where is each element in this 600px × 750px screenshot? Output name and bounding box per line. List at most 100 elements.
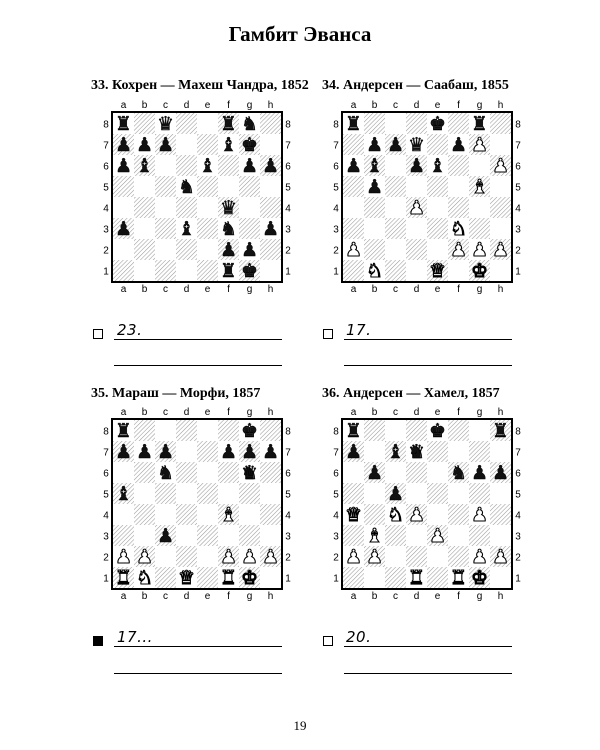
chess-diagram-35: a a b b c c d d e e f f g g h h 8 8 7 7 6 6 5 5 4 4 3 3 2 2 1 1 ♜ ♚ ♟ ♟ ♟ ♟ ♟ ♞…	[100, 407, 294, 605]
light-square	[406, 260, 427, 281]
dark-square	[427, 134, 448, 155]
light-square	[134, 134, 155, 155]
white-pawn-icon: ♟	[408, 504, 425, 526]
light-square	[448, 176, 469, 197]
dark-square	[176, 462, 197, 483]
rank-label: 7	[515, 141, 521, 152]
rank-label: 6	[515, 162, 521, 173]
dark-square	[448, 420, 469, 441]
rank-label: 5	[285, 183, 291, 194]
dark-square	[343, 134, 364, 155]
black-pawn-icon: ♟	[366, 462, 383, 484]
file-label: f	[457, 591, 460, 602]
file-label: c	[163, 284, 168, 295]
light-square	[134, 567, 155, 588]
white-rook-icon: ♜	[408, 567, 425, 589]
black-pawn-icon: ♟	[157, 134, 174, 156]
black-queen-icon: ♛	[408, 134, 425, 156]
rank-label: 1	[333, 574, 339, 585]
black-bishop-icon: ♝	[429, 155, 446, 177]
light-square	[218, 441, 239, 462]
file-label: h	[268, 284, 274, 295]
light-square	[197, 239, 218, 260]
black-knight-icon: ♞	[178, 176, 195, 198]
rank-label: 8	[333, 120, 339, 131]
dark-square	[490, 462, 511, 483]
dark-square	[385, 441, 406, 462]
dark-square	[134, 546, 155, 567]
dark-square	[134, 113, 155, 134]
white-pawn-icon: ♟	[492, 546, 509, 568]
light-square	[427, 197, 448, 218]
dark-square	[343, 176, 364, 197]
black-knight-icon: ♞	[241, 113, 258, 135]
black-pawn-icon: ♟	[157, 525, 174, 547]
rank-label: 5	[515, 183, 521, 194]
black-rook-icon: ♜	[220, 113, 237, 135]
rank-label: 1	[285, 574, 291, 585]
light-square	[218, 525, 239, 546]
rank-label: 2	[515, 246, 521, 257]
file-label: d	[184, 591, 190, 602]
dark-square	[406, 504, 427, 525]
light-square	[490, 567, 511, 588]
light-square	[155, 546, 176, 567]
file-label: c	[163, 100, 168, 111]
rank-label: 6	[285, 162, 291, 173]
file-label: f	[457, 284, 460, 295]
rank-label: 7	[515, 448, 521, 459]
light-square	[364, 567, 385, 588]
dark-square	[260, 462, 281, 483]
dark-square	[364, 239, 385, 260]
light-square	[448, 525, 469, 546]
dark-square	[385, 134, 406, 155]
white-pawn-icon: ♟	[471, 504, 488, 526]
light-square	[490, 525, 511, 546]
dark-square	[239, 176, 260, 197]
light-square	[490, 176, 511, 197]
rank-label: 1	[515, 267, 521, 278]
light-square	[385, 462, 406, 483]
dark-square	[385, 176, 406, 197]
light-square	[364, 134, 385, 155]
light-square	[239, 504, 260, 525]
dark-square	[364, 197, 385, 218]
black-pawn-icon: ♟	[450, 134, 467, 156]
white-pawn-icon: ♟	[115, 546, 132, 568]
dark-square	[134, 239, 155, 260]
light-square	[176, 483, 197, 504]
dark-square	[113, 176, 134, 197]
light-square	[134, 176, 155, 197]
light-square	[490, 483, 511, 504]
chess-diagram-34: a a b b c c d d e e f f g g h h 8 8 7 7 6 6 5 5 4 4 3 3 2 2 1 1 ♜ ♚ ♜ ♟ ♟ ♛ ♟ ♟…	[330, 100, 524, 298]
rank-label: 3	[515, 532, 521, 543]
light-square	[469, 546, 490, 567]
dark-square	[343, 441, 364, 462]
light-square	[239, 462, 260, 483]
white-pawn-icon: ♟	[492, 239, 509, 261]
light-square	[385, 546, 406, 567]
dark-square	[239, 483, 260, 504]
dark-square	[406, 420, 427, 441]
dark-square	[218, 546, 239, 567]
rank-label: 7	[285, 448, 291, 459]
black-queen-icon: ♛	[241, 462, 258, 484]
dark-square	[469, 525, 490, 546]
light-square	[134, 525, 155, 546]
file-label: e	[205, 100, 211, 111]
light-square	[197, 197, 218, 218]
dark-square	[343, 567, 364, 588]
file-label: d	[414, 407, 420, 418]
light-square	[113, 546, 134, 567]
light-square	[448, 260, 469, 281]
light-square	[427, 546, 448, 567]
light-square	[343, 420, 364, 441]
black-rook-icon: ♜	[345, 113, 362, 135]
black-bishop-icon: ♝	[220, 134, 237, 156]
dark-square	[113, 567, 134, 588]
black-bishop-icon: ♝	[136, 155, 153, 177]
board-frame	[111, 418, 283, 590]
dark-square	[406, 197, 427, 218]
dark-square	[176, 197, 197, 218]
light-square	[343, 197, 364, 218]
